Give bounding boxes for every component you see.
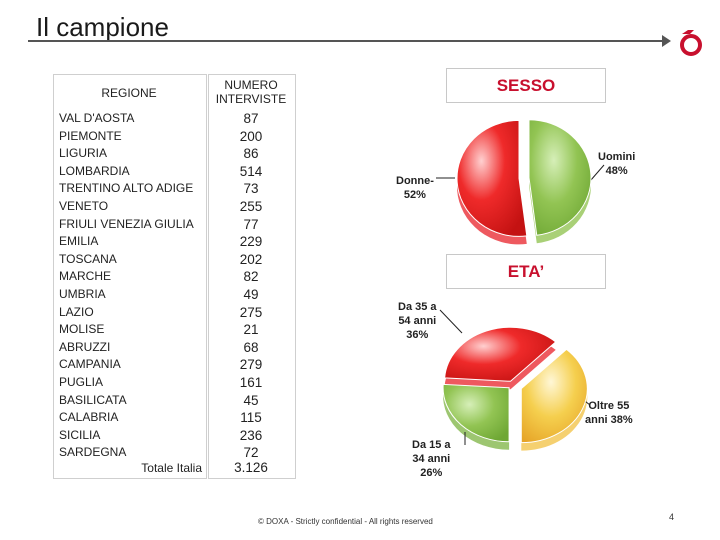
region-row: EMILIA (59, 234, 99, 249)
label-donne: Donne- 52% (396, 175, 434, 201)
total-value: 3.126 (234, 460, 268, 475)
count-row: 68 (243, 339, 259, 355)
count-row: 236 (239, 427, 263, 443)
region-row: FRIULI VENEZIA GIULIA (59, 216, 194, 231)
count-row: 275 (239, 304, 263, 320)
count-row: 115 (240, 410, 262, 426)
count-row: 279 (239, 357, 263, 373)
doxa-logo-icon (680, 30, 702, 56)
region-row: UMBRIA (59, 286, 106, 301)
count-row: 77 (243, 216, 259, 232)
eta-15-34-slice-depth (443, 392, 510, 450)
region-row: VENETO (59, 198, 109, 213)
region-row: CALABRIA (59, 410, 119, 425)
count-row: 82 (243, 269, 259, 285)
page-title: Il campione (36, 12, 169, 42)
region-header: REGIONE (101, 86, 157, 100)
donne-slice (456, 119, 528, 237)
count-row: 73 (243, 181, 259, 197)
eta-title: ETA’ (446, 254, 606, 289)
label-eta-55: Oltre 55 anni 38% (585, 400, 633, 426)
eta-15-34-slice (442, 383, 510, 443)
count-list: 87 200 86 514 73 255 77 229 202 82 49 275 21 68 279 161… (208, 110, 294, 462)
region-row: PIEMONTE (59, 128, 122, 143)
region-list: VAL D'AOSTA PIEMONTE LIGURIA LOMBARDIA TRENT… (59, 110, 209, 462)
label-uomini: Uomini 48% (598, 151, 636, 177)
region-column-frame (53, 74, 207, 479)
count-column-frame (208, 74, 296, 479)
count-row: 49 (243, 286, 259, 302)
count-row: 255 (239, 198, 263, 214)
region-row: PUGLIA (59, 374, 104, 389)
eta-55-slice (520, 348, 588, 444)
count-row: 229 (239, 234, 263, 250)
count-row: 45 (243, 392, 259, 408)
count-row: 161 (239, 374, 263, 390)
region-row: LOMBARDIA (59, 163, 130, 178)
region-row: ABRUZZI (59, 339, 111, 354)
region-row: BASILICATA (59, 392, 127, 407)
region-row: MOLISE (59, 322, 105, 337)
footer-copyright: © DOXA - Strictly confidential - All rig… (258, 517, 433, 526)
region-row: CAMPANIA (59, 357, 121, 372)
region-row: MARCHE (59, 269, 112, 284)
eta-55-slice-depth (521, 357, 588, 451)
label-eta-15-34: Da 15 a 34 anni 26% (412, 439, 451, 479)
sesso-title: SESSO (446, 68, 606, 103)
count-row: 514 (239, 163, 263, 179)
eta-35-54-slice (444, 326, 557, 382)
label-eta-35-54: Da 35 a 54 anni 36% (398, 301, 437, 341)
count-row: 21 (243, 322, 259, 338)
region-row: TOSCANA (59, 251, 117, 266)
count-row: 72 (243, 445, 259, 461)
count-header: NUMERO INTERVISTE (215, 78, 287, 106)
region-row: LAZIO (59, 304, 94, 319)
count-row: 86 (243, 146, 259, 162)
arrow-icon (662, 35, 671, 47)
region-row: VAL D'AOSTA (59, 111, 135, 125)
region-row: SARDEGNA (59, 445, 127, 460)
count-row: 87 (243, 111, 259, 126)
region-row: LIGURIA (59, 146, 108, 161)
region-row: TRENTINO ALTO ADIGE (59, 181, 194, 196)
page-number: 4 (669, 512, 675, 522)
uomini-slice-depth (528, 127, 591, 244)
title-rule (28, 40, 664, 42)
eta-35-54-slice-depth (444, 335, 556, 390)
uomini-slice (528, 119, 592, 236)
donne-slice-depth (457, 128, 527, 245)
total-label: Totale Italia (141, 461, 202, 475)
count-row: 202 (239, 251, 263, 267)
region-row: SICILIA (59, 427, 101, 442)
count-row: 200 (239, 128, 263, 144)
